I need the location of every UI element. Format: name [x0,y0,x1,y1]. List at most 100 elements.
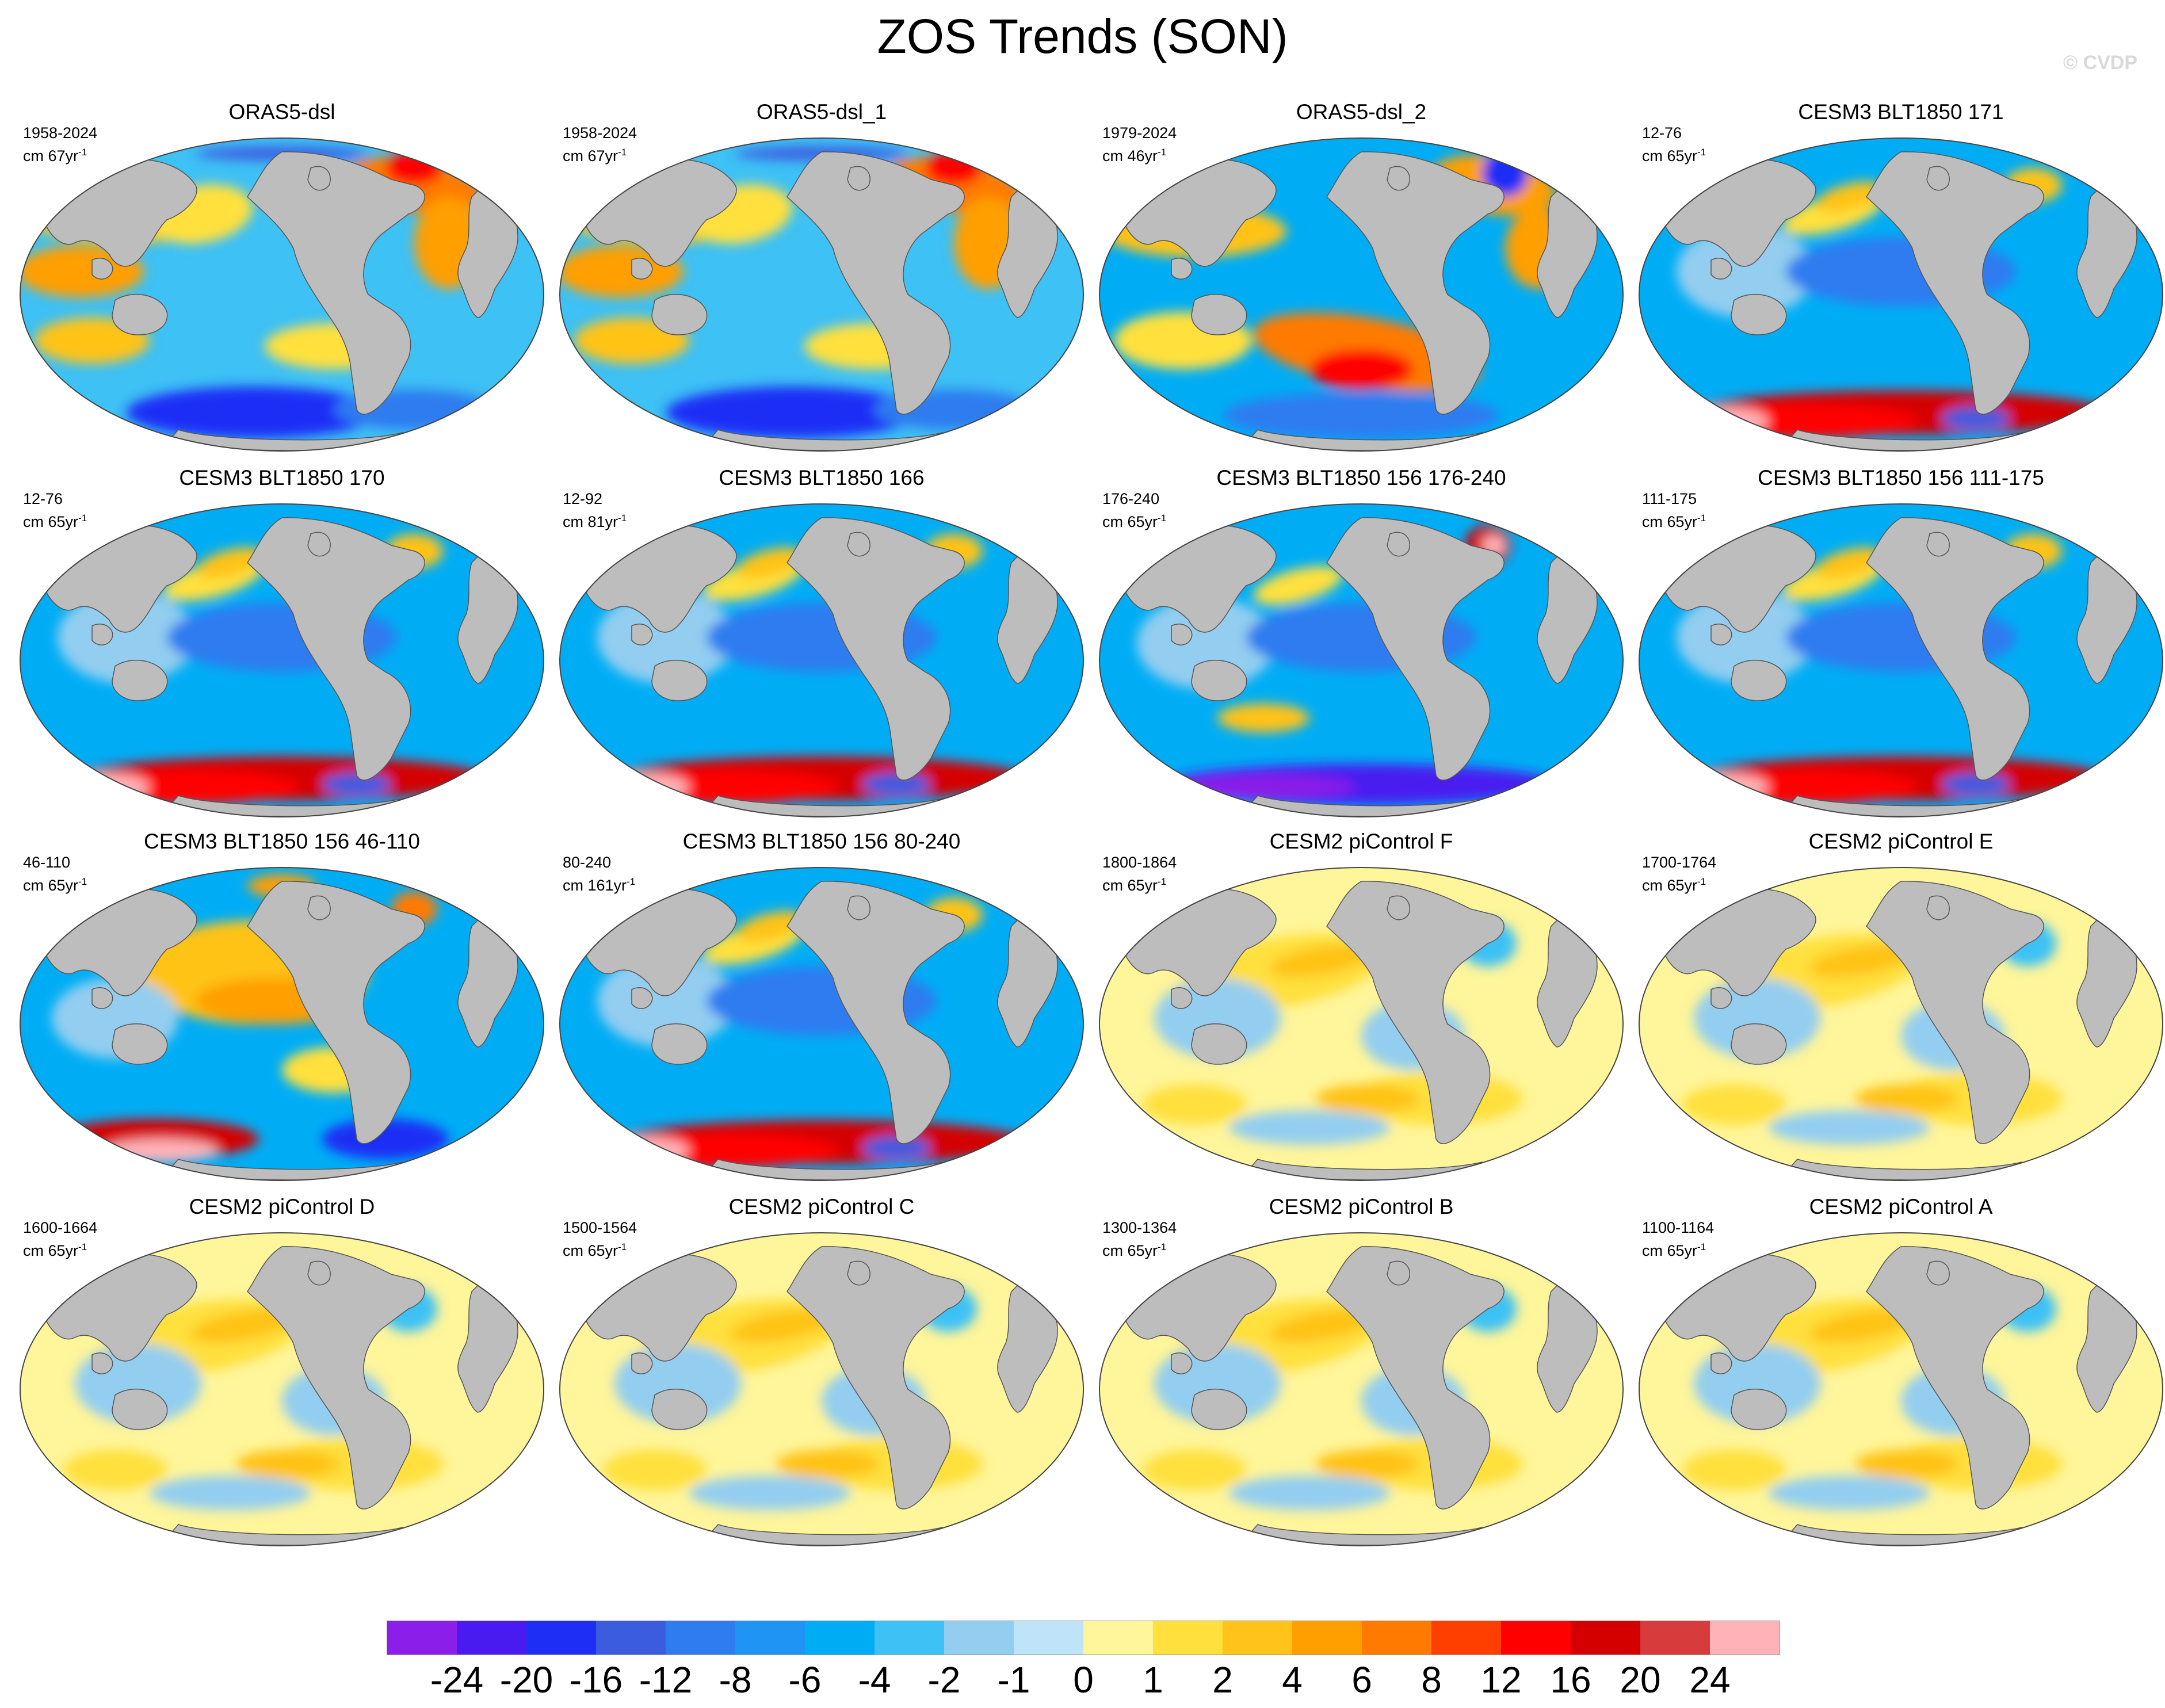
colorbar-tick-label: -12 [639,1659,693,1701]
colorbar-swatch [457,1621,526,1654]
land-mass [631,258,653,280]
trend-anomaly [1229,1110,1390,1145]
world-map [1099,1232,1624,1546]
colorbar-swatch [1362,1621,1431,1654]
map-panel: CESM2 piControl D 1600-1664 cm 65yr-1 [12,1194,552,1560]
land-mass [1171,624,1193,645]
land-mass [1326,151,1505,415]
figure-title: ZOS Trends (SON) [877,9,1288,63]
trend-anomaly [1171,774,1355,800]
map-panel: CESM2 piControl E 1700-1764 cm 65yr-1 [1631,828,2165,1194]
world-map [20,867,544,1181]
panel-units: cm 65yr-1 [1642,876,1706,894]
map-border [20,1232,544,1546]
trend-anomaly [1855,1450,1958,1478]
panel-period: 1979-2024 [1102,124,1177,142]
colorbar-swatch [666,1621,735,1654]
trend-anomaly [1270,943,1372,978]
panel-period: 12-76 [1642,124,1682,142]
trend-anomaly [322,1119,449,1159]
land-mass [2076,914,2137,1048]
land-mass [91,1352,113,1374]
panel-period: 1958-2024 [563,124,637,142]
land-mass [91,258,113,280]
land-mass [1537,1279,1598,1413]
trend-anomaly [1309,349,1413,389]
colorbar-swatch [875,1621,944,1654]
panel-units: cm 46yr-1 [1102,147,1167,165]
land-mass [307,1260,331,1286]
colorbar-tick-label: -6 [788,1659,822,1701]
colorbar-swatch [526,1621,596,1654]
map-border [1639,137,2163,452]
map-border [20,503,544,817]
land-mass [651,1388,708,1430]
land-mass [457,914,518,1048]
panel-units: cm 65yr-1 [1102,876,1167,894]
land-mass [2076,1279,2137,1413]
map-border [559,137,1084,452]
panel-units: cm 65yr-1 [1642,1241,1706,1259]
trend-anomaly [1665,407,1769,435]
panel-period: 1958-2024 [23,124,98,142]
world-map [1639,503,2163,817]
land-mass [457,185,518,318]
land-mass [997,914,1058,1048]
land-mass [1387,1260,1410,1286]
trend-anomaly [1253,565,1343,606]
panel-units: cm 67yr-1 [23,147,87,165]
world-map [559,137,1084,452]
trend-anomaly [1809,943,1912,978]
land-mass [1191,293,1247,335]
colorbar-swatch [1083,1621,1153,1654]
world-map [1639,137,2163,452]
trend-anomaly [58,591,196,683]
trend-anomaly [63,1450,167,1490]
panel-units: cm 65yr-1 [1102,513,1167,530]
land-mass [1731,659,1787,701]
panel-period: 46-110 [23,854,71,871]
land-mass [1926,532,1950,557]
panel-title: CESM2 piControl D [189,1195,375,1218]
colorbar-tick-label: 8 [1421,1659,1442,1701]
colorbar-swatch [1223,1621,1292,1654]
land-mass [1171,1352,1193,1374]
panel-title: CESM3 BLT1850 166 [719,466,925,490]
panel-title: ORAS5-dsl_2 [1296,100,1427,124]
land-mass [307,166,331,191]
panel-period: 1300-1364 [1102,1219,1177,1236]
panel-period: 80-240 [563,854,612,871]
land-mass [91,624,113,645]
colorbar-tick-label: 1 [1143,1659,1163,1701]
land-mass [1326,881,1505,1144]
colorbar-swatch [596,1621,666,1654]
panel-title: ORAS5-dsl [228,100,335,124]
map-border [559,503,1084,817]
land-mass [1710,987,1732,1009]
trend-anomaly [1769,1476,1930,1510]
colorbar [387,1621,1780,1655]
map-border [1099,1232,1624,1546]
land-mass [1731,1023,1787,1065]
land-mass [847,532,870,557]
colorbar-swatch [1640,1621,1710,1654]
land-mass [786,1246,965,1510]
land-mass [1537,551,1598,684]
panel-units: cm 65yr-1 [23,513,87,530]
land-mass [1171,987,1193,1009]
trend-anomaly [736,911,804,942]
colorbar-swatch [1292,1621,1362,1654]
panel-units: cm 65yr-1 [563,1241,627,1259]
trend-anomaly [1941,407,2010,430]
world-map [1099,867,1624,1181]
panel-period: 1700-1764 [1642,854,1717,871]
panel-title: CESM3 BLT1850 156 46-110 [144,830,420,853]
panel-units: cm 65yr-1 [23,876,87,894]
trend-anomaly [1217,704,1309,732]
land-mass [631,624,653,645]
land-mass [1731,293,1787,335]
trend-anomaly [1769,1110,1930,1145]
land-mass [457,551,518,684]
panel-title: ORAS5-dsl_1 [756,100,887,124]
colorbar-tick-label: -1 [997,1659,1030,1701]
